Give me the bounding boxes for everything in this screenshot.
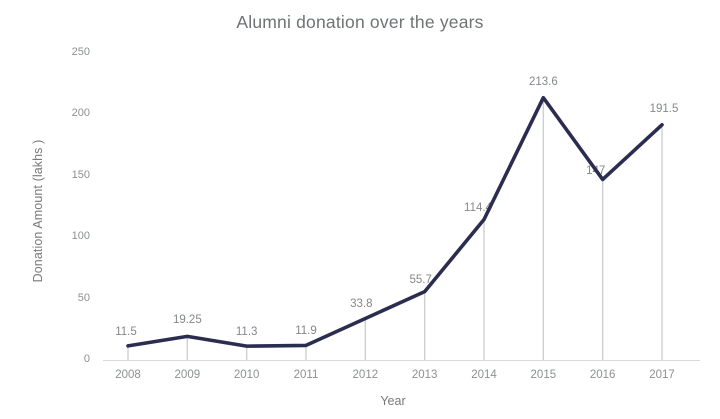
data-point-label: 11.5 [115,325,137,338]
x-axis-title: Year [380,394,406,408]
x-tick-label: 2009 [174,369,201,381]
data-point-label: 33.8 [350,298,373,311]
x-tick-label: 2011 [293,369,319,381]
y-tick-label: 200 [71,107,90,120]
data-point-label: 11.3 [235,326,258,339]
y-tick-label: 100 [71,230,90,243]
data-point-label: 11.9 [295,325,317,338]
chart-title: Alumni donation over the years [236,12,484,32]
x-tick-label: 2016 [589,369,616,381]
data-point-label: 55.7 [409,273,432,286]
x-tick-label: 2013 [411,369,438,381]
x-tick-label: 2014 [471,369,497,381]
data-point-label: 114.4 [464,201,492,214]
x-tick-label: 2015 [530,369,557,381]
x-tick-label: 2012 [352,369,379,381]
data-point-label: 19.25 [172,314,202,327]
y-tick-label: 250 [71,46,90,58]
data-point-label: 191.5 [649,102,679,115]
data-point-label: 213.6 [528,75,558,88]
y-tick-label: 150 [71,168,90,181]
donation-series-line [126,95,664,348]
droplines-group [127,97,663,360]
x-tick-label: 2010 [233,369,260,381]
x-tick-label: 2008 [115,369,141,381]
x-tick-label: 2017 [649,369,675,381]
y-tick-label: 0 [83,353,90,365]
y-tick-label: 50 [77,291,90,304]
